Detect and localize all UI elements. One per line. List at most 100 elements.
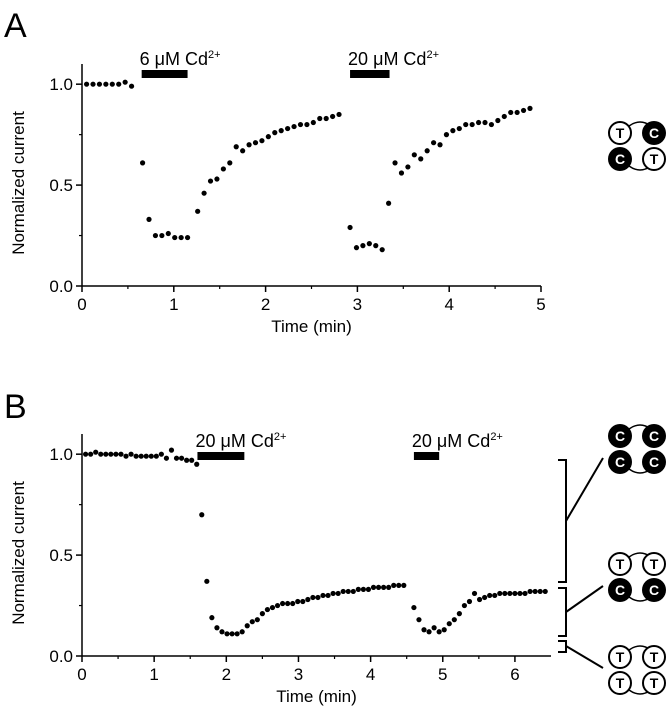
x-tick-label: 2 [222, 665, 231, 684]
data-point [233, 144, 239, 150]
panel-b-label: B [4, 388, 27, 426]
data-point [437, 142, 443, 148]
data-point [168, 447, 175, 453]
data-point [401, 582, 407, 588]
data-point [508, 109, 514, 116]
data-point [436, 629, 442, 635]
data-point [469, 121, 475, 128]
data-point [446, 621, 452, 627]
data-point [98, 451, 104, 457]
data-point [456, 125, 462, 132]
data-point [520, 107, 527, 114]
c-subunit-icon [608, 578, 632, 602]
glyph-letter: T [650, 556, 659, 572]
c-subunit-icon [642, 578, 666, 602]
data-point [103, 451, 109, 457]
cd-application-label: 6 μM Cd2+ [140, 49, 221, 69]
data-point [475, 119, 482, 126]
data-point [482, 594, 488, 601]
t-subunit-icon [608, 645, 632, 669]
data-point [83, 451, 89, 457]
data-point [320, 592, 326, 599]
data-point [259, 611, 265, 617]
t-subunit-icon [608, 121, 632, 145]
data-point [537, 588, 543, 595]
data-point [305, 596, 311, 603]
data-point [285, 600, 291, 607]
data-point [189, 457, 195, 463]
chart-b: 0 1 2 3 4 5 6 0.0 0.5 1.0 Time (min) Normalized cur… [9, 431, 551, 706]
c-subunit-icon [642, 424, 666, 448]
data-point [274, 602, 281, 609]
x-tick-label: 6 [510, 665, 519, 684]
cd-application-bar [141, 70, 188, 78]
data-point [330, 590, 336, 597]
data-point [259, 138, 265, 144]
data-point [194, 461, 200, 467]
data-point [152, 232, 159, 239]
data-point [240, 148, 246, 154]
state-brackets [558, 457, 604, 669]
data-point [330, 113, 336, 120]
data-point [370, 584, 377, 590]
data-point [304, 121, 310, 128]
cd-application-label: 20 μM Cd2+ [195, 431, 286, 451]
data-point [386, 584, 392, 590]
data-point [532, 588, 538, 595]
data-point [246, 142, 252, 148]
data-point [214, 625, 220, 631]
data-point [507, 590, 513, 597]
data-point [278, 128, 284, 134]
data-point [350, 588, 356, 595]
data-point [159, 232, 165, 239]
data-point [118, 451, 124, 457]
glyph-letter: C [649, 125, 659, 141]
data-point [214, 176, 220, 182]
data-point [360, 586, 366, 593]
y-tick-label: 0.0 [49, 647, 73, 666]
t-subunit-icon [642, 645, 666, 669]
cd-application-label: 20 μM Cd2+ [412, 431, 503, 451]
t-subunit-icon [642, 552, 666, 576]
data-point [163, 455, 170, 461]
data-point [501, 113, 507, 120]
data-point [88, 451, 94, 457]
data-point [148, 453, 154, 459]
cd-application-bar [197, 452, 245, 460]
y-tick-label: 0.5 [49, 176, 73, 195]
data-point [184, 234, 191, 241]
data-point [269, 604, 276, 611]
data-point [441, 627, 447, 633]
data-point [512, 590, 518, 597]
data-point [291, 123, 297, 130]
glyph-letter: C [649, 454, 659, 470]
data-point [325, 592, 331, 599]
x-tick-label: 4 [444, 295, 453, 314]
data-point [172, 234, 178, 241]
x-tick-label: 1 [169, 295, 178, 314]
data-point [471, 590, 478, 597]
data-point [366, 241, 372, 247]
data-point [373, 243, 379, 249]
t-subunit-icon [608, 552, 632, 576]
data-point [365, 586, 372, 593]
data-point [375, 584, 382, 590]
data-point [514, 109, 520, 116]
data-point [295, 598, 301, 605]
data-point [405, 164, 411, 170]
data-point [153, 453, 159, 459]
y-axis-label: Normalized current [9, 481, 28, 625]
panel-a-label: A [4, 7, 27, 45]
data-point [178, 234, 184, 241]
data-point [234, 631, 240, 637]
x-axis-label: Time (min) [271, 317, 352, 336]
data-point [497, 590, 503, 597]
data-point [96, 81, 103, 87]
data-point [416, 617, 422, 623]
glyph-letter: C [615, 151, 625, 167]
data-point [310, 119, 316, 126]
subunit-diagram-ttcc: T T C C [608, 552, 666, 602]
data-point [466, 598, 473, 605]
data-point [264, 606, 271, 613]
